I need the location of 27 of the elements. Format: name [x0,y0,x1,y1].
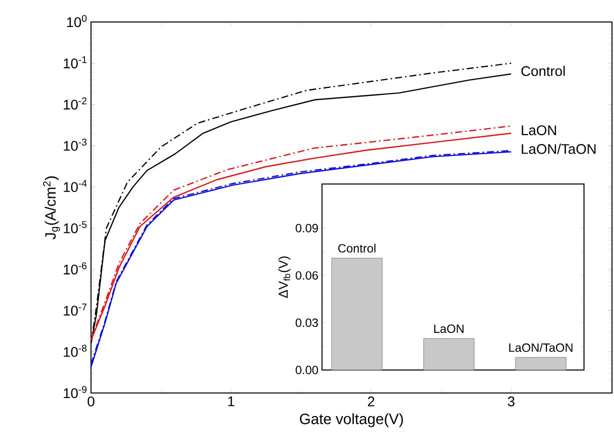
y-tick-label: 0.03 [296,318,318,327]
bar [515,357,566,370]
y-tick-label: 10$^{-3}$ [64,138,87,151]
x-tick-label: 2 [368,396,374,406]
x-tick-label: 3 [508,396,514,406]
y-axis-title: J$_{g}$(A/cm$^{2}$) [43,176,60,240]
series-label: Control [521,66,565,76]
series-label: LaON/TaON [522,144,596,154]
y-tick-label: 10$^{0}$ [67,14,87,28]
y-tick-label: 10$^{-1}$ [64,56,87,68]
x-axis-title: Gate voltage(V) [300,413,403,428]
bar [423,338,474,370]
x-tick-label: 0 [88,396,94,406]
y-tick-label: 10$^{-9}$ [64,386,87,398]
y-tick-label: 10$^{-5}$ [64,221,87,234]
y-tick-label: 10$^{-6}$ [64,262,87,274]
y-tick-label: 10$^{-2}$ [64,97,86,110]
y-tick-label: 0.06 [296,271,318,280]
y-tick-label: 0.09 [296,224,318,232]
y-tick-label: 10$^{-7}$ [64,304,86,316]
y-axis-title: ΔV$_{fb}$(V) [278,256,290,298]
bar [331,258,382,370]
x-tick-label: 1 [228,396,234,406]
y-tick-label: 10$^{-8}$ [64,344,87,357]
series-label: LaON [522,125,556,136]
y-tick-label: 10$^{-4}$ [64,180,87,192]
y-tick-label: 0.00 [296,366,318,374]
